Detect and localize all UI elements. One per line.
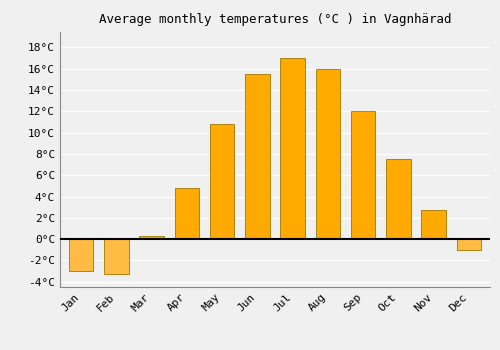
Bar bbox=[351, 111, 376, 239]
Bar bbox=[422, 210, 446, 239]
Title: Average monthly temperatures (°C ) in Vagnhärad: Average monthly temperatures (°C ) in Va… bbox=[99, 13, 451, 26]
Bar bbox=[245, 74, 270, 239]
Bar bbox=[174, 188, 199, 239]
Bar bbox=[456, 239, 481, 250]
Bar bbox=[280, 58, 305, 239]
Bar bbox=[210, 124, 234, 239]
Bar bbox=[386, 159, 410, 239]
Bar bbox=[316, 69, 340, 239]
Bar bbox=[104, 239, 128, 274]
Bar bbox=[69, 239, 94, 271]
Bar bbox=[140, 236, 164, 239]
